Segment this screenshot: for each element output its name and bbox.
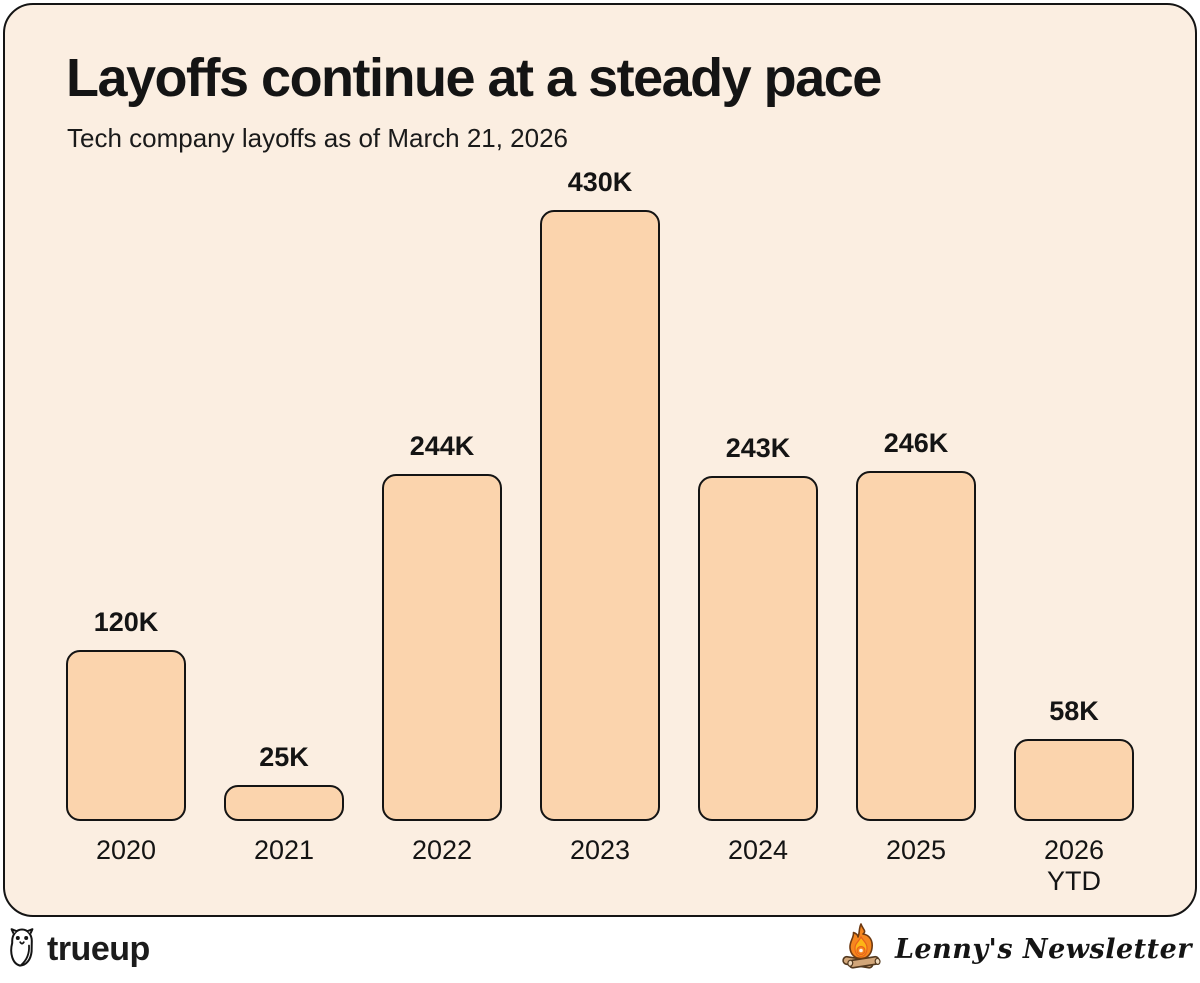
bar bbox=[540, 210, 660, 821]
bar-column: 243K 2024 bbox=[698, 433, 818, 893]
bar-column: 244K 2022 bbox=[382, 431, 502, 893]
bar bbox=[856, 471, 976, 821]
chart-subtitle: Tech company layoffs as of March 21, 202… bbox=[67, 123, 569, 153]
bar-chart: 120K 2020 25K 2021 244K 2022 430K 2023 243K 2024 2… bbox=[66, 167, 1134, 896]
bar-value-label: 430K bbox=[567, 167, 633, 197]
bar-column: 246K 2025 bbox=[856, 428, 976, 893]
bar-value-label: 120K bbox=[93, 607, 159, 637]
lennys-newsletter-wordmark: Lenny's Newsletter bbox=[894, 933, 1192, 965]
bar-value-label: 244K bbox=[409, 431, 475, 461]
bar bbox=[698, 476, 818, 821]
bar-column: 120K 2020 bbox=[66, 607, 186, 893]
trueup-logo: trueup bbox=[6, 926, 150, 973]
lennys-newsletter-logo: Lenny's Newsletter bbox=[837, 922, 1192, 977]
bar-value-label: 25K bbox=[259, 742, 309, 772]
bar bbox=[1014, 739, 1134, 821]
x-axis-label: 2021 bbox=[253, 835, 315, 865]
chart-title: Layoffs continue at a steady pace bbox=[66, 48, 882, 108]
bar-column: 58K 2026 YTD bbox=[1014, 696, 1134, 896]
x-axis-label: 2026 YTD bbox=[1043, 835, 1105, 896]
bar-value-label: 243K bbox=[725, 433, 791, 463]
trueup-wordmark: trueup bbox=[47, 929, 150, 968]
x-axis-label: 2023 bbox=[569, 835, 631, 865]
bar-column: 430K 2023 bbox=[540, 167, 660, 893]
bar-value-label: 58K bbox=[1049, 696, 1099, 726]
x-axis-label: 2025 bbox=[885, 835, 947, 865]
chart-card: Layoffs continue at a steady pace Tech c… bbox=[3, 3, 1197, 917]
bar bbox=[224, 785, 344, 821]
bar-value-label: 246K bbox=[883, 428, 949, 458]
owl-icon bbox=[6, 926, 38, 973]
x-axis-label: 2020 bbox=[95, 835, 157, 865]
bar bbox=[382, 474, 502, 821]
x-axis-label: 2022 bbox=[411, 835, 473, 865]
x-axis-label: 2024 bbox=[727, 835, 789, 865]
bar bbox=[66, 650, 186, 821]
bar-column: 25K 2021 bbox=[224, 742, 344, 893]
campfire-icon bbox=[837, 922, 885, 977]
footer: trueup bbox=[0, 919, 1200, 983]
